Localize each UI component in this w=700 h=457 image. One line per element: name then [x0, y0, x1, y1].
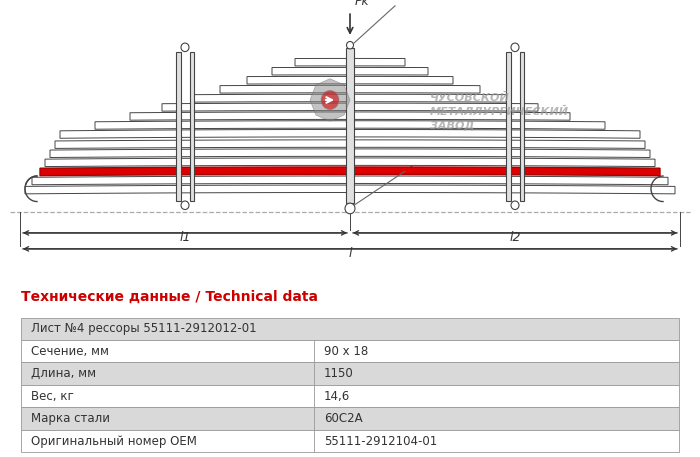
Polygon shape: [55, 140, 645, 149]
Polygon shape: [40, 167, 660, 175]
Circle shape: [511, 201, 519, 209]
Polygon shape: [295, 58, 405, 66]
Bar: [519, 52, 524, 201]
Text: 55111-2912104-01: 55111-2912104-01: [324, 435, 437, 448]
Polygon shape: [162, 103, 538, 111]
Circle shape: [321, 90, 339, 110]
Text: ЗАВОД: ЗАВОД: [430, 121, 475, 131]
Text: Длина, мм: Длина, мм: [31, 367, 96, 380]
Polygon shape: [25, 185, 675, 194]
Circle shape: [181, 43, 189, 52]
Polygon shape: [310, 79, 350, 121]
Polygon shape: [32, 176, 668, 185]
Circle shape: [345, 203, 355, 214]
Polygon shape: [130, 112, 570, 120]
Bar: [190, 52, 194, 201]
Polygon shape: [45, 158, 655, 166]
Polygon shape: [192, 94, 508, 102]
Text: 90 x 18: 90 x 18: [324, 345, 368, 358]
Circle shape: [181, 201, 189, 209]
Text: l: l: [349, 247, 351, 260]
Circle shape: [511, 43, 519, 52]
Text: 1150: 1150: [324, 367, 354, 380]
Text: Технические данные / Technical data: Технические данные / Technical data: [21, 290, 318, 303]
Text: МЕТАЛЛУРГИЧЕСКИЙ: МЕТАЛЛУРГИЧЕСКИЙ: [430, 107, 569, 117]
Text: Марка стали: Марка стали: [31, 412, 110, 425]
Text: l1: l1: [179, 231, 190, 244]
Bar: [506, 52, 510, 201]
Text: Оригинальный номер OEM: Оригинальный номер OEM: [31, 435, 197, 448]
Polygon shape: [95, 121, 605, 129]
Polygon shape: [60, 129, 640, 138]
Polygon shape: [50, 149, 650, 158]
Text: Сечение, мм: Сечение, мм: [31, 345, 108, 358]
Polygon shape: [272, 68, 428, 75]
Polygon shape: [247, 76, 453, 84]
Text: 60С2А: 60С2А: [324, 412, 363, 425]
Polygon shape: [220, 85, 480, 93]
Text: ЧУСОВСКОЙ: ЧУСОВСКОЙ: [430, 93, 510, 103]
Text: Лист №4 рессоры 55111-2912012-01: Лист №4 рессоры 55111-2912012-01: [31, 322, 256, 335]
Text: Pk: Pk: [355, 0, 370, 8]
Bar: [346, 48, 354, 203]
Text: Вес, кг: Вес, кг: [31, 390, 74, 403]
Circle shape: [346, 42, 354, 49]
Bar: [176, 52, 181, 201]
Text: l2: l2: [510, 231, 521, 244]
Text: 14,6: 14,6: [324, 390, 350, 403]
Text: f: f: [407, 166, 410, 176]
